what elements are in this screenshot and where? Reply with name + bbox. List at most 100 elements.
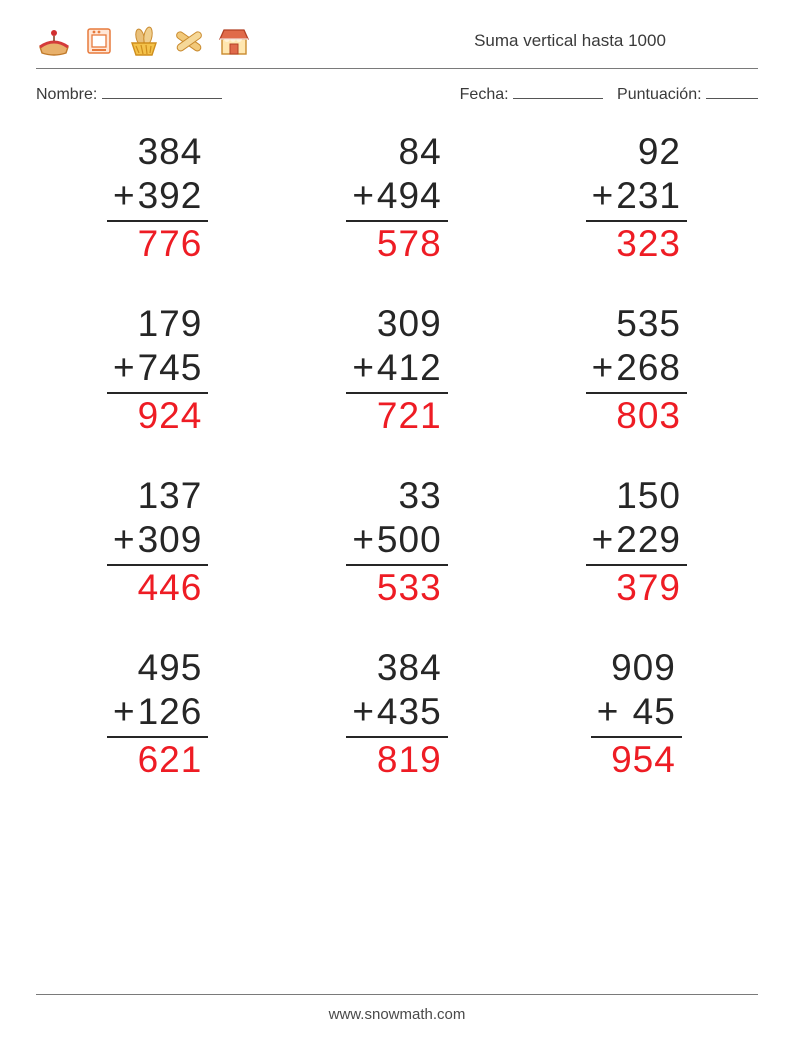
addend-bottom: + 45 [591, 690, 682, 734]
addend-bottom-value: 229 [616, 519, 681, 560]
answer: 954 [591, 738, 682, 782]
score-blank[interactable] [706, 83, 758, 99]
meta-row: Nombre: Fecha: Puntuación: [36, 83, 758, 104]
addend-bottom: +745 [107, 346, 208, 390]
addend-top: 179 [107, 302, 208, 346]
problem: 909+ 45954 [537, 646, 736, 782]
addend-bottom: +435 [346, 690, 447, 734]
answer: 819 [346, 738, 447, 782]
problem-stack: 495+126621 [107, 646, 208, 782]
answer: 446 [107, 566, 208, 610]
answer: 323 [586, 222, 687, 266]
score-field: Puntuación: [617, 83, 758, 104]
answer: 776 [107, 222, 208, 266]
addend-bottom: +268 [586, 346, 687, 390]
addend-top: 495 [107, 646, 208, 690]
operator: + [113, 347, 138, 388]
operator: + [352, 175, 377, 216]
addend-bottom: +500 [346, 518, 447, 562]
answer: 803 [586, 394, 687, 438]
operator: + [113, 175, 138, 216]
problem: 84+494578 [297, 130, 496, 266]
answer: 379 [586, 566, 687, 610]
problem-stack: 384+392776 [107, 130, 208, 266]
addend-bottom: +494 [346, 174, 447, 218]
problem-stack: 33+500533 [346, 474, 447, 610]
operator: + [352, 519, 377, 560]
answer: 924 [107, 394, 208, 438]
problem-stack: 84+494578 [346, 130, 447, 266]
addend-bottom-value: 392 [138, 175, 203, 216]
answer: 621 [107, 738, 208, 782]
problems-grid: 384+39277684+49457892+231323179+74592430… [36, 130, 758, 782]
answer: 721 [346, 394, 447, 438]
date-blank[interactable] [513, 83, 603, 99]
answer: 533 [346, 566, 447, 610]
operator: + [597, 691, 622, 732]
addend-bottom-value: 45 [621, 691, 675, 732]
addend-bottom: +126 [107, 690, 208, 734]
addend-top: 33 [346, 474, 447, 518]
addend-bottom-value: 309 [138, 519, 203, 560]
addend-top: 84 [346, 130, 447, 174]
problem: 137+309446 [58, 474, 257, 610]
addend-top: 92 [586, 130, 687, 174]
operator: + [592, 175, 617, 216]
addend-bottom-value: 494 [377, 175, 442, 216]
name-blank[interactable] [102, 83, 222, 99]
pie-icon [36, 23, 72, 59]
problem: 309+412 721 [297, 302, 496, 438]
addend-top: 909 [591, 646, 682, 690]
topbar: Suma vertical hasta 1000 [36, 18, 758, 64]
problem: 535+268803 [537, 302, 736, 438]
addend-top: 150 [586, 474, 687, 518]
addend-top: 535 [586, 302, 687, 346]
date-field: Fecha: [460, 83, 603, 104]
problem-stack: 909+ 45954 [591, 646, 682, 782]
blender-icon [81, 23, 117, 59]
bottom-rule [36, 994, 758, 995]
problem-stack: 150+229379 [586, 474, 687, 610]
addend-bottom-value: 412 [377, 347, 442, 388]
addend-bottom: +392 [107, 174, 208, 218]
problem: 92+231323 [537, 130, 736, 266]
addend-bottom-value: 231 [616, 175, 681, 216]
problem: 179+745924 [58, 302, 257, 438]
worksheet-page: Suma vertical hasta 1000 Nombre: Fecha: … [0, 0, 794, 1053]
footer-link[interactable]: www.snowmath.com [0, 1006, 794, 1023]
bread-basket-icon [126, 23, 162, 59]
addend-bottom-value: 745 [138, 347, 203, 388]
operator: + [113, 691, 138, 732]
problem: 150+229379 [537, 474, 736, 610]
name-label: Nombre: [36, 86, 97, 103]
problem-stack: 179+745924 [107, 302, 208, 438]
addend-top: 309 [346, 302, 447, 346]
addend-bottom: +309 [107, 518, 208, 562]
addend-bottom-value: 126 [138, 691, 203, 732]
problem-stack: 137+309446 [107, 474, 208, 610]
shop-icon [216, 23, 252, 59]
problem-stack: 309+412 721 [346, 302, 447, 438]
answer: 578 [346, 222, 447, 266]
date-label: Fecha: [460, 86, 509, 103]
addend-top: 137 [107, 474, 208, 518]
crossed-breadsticks-icon [171, 23, 207, 59]
operator: + [592, 347, 617, 388]
addend-bottom: +231 [586, 174, 687, 218]
operator: + [113, 519, 138, 560]
addend-bottom-value: 435 [377, 691, 442, 732]
problem: 384+435819 [297, 646, 496, 782]
problem-stack: 535+268803 [586, 302, 687, 438]
icon-row [36, 23, 252, 59]
addend-bottom-value: 500 [377, 519, 442, 560]
top-rule [36, 68, 758, 69]
problem: 33+500533 [297, 474, 496, 610]
page-title: Suma vertical hasta 1000 [252, 31, 758, 51]
operator: + [352, 347, 377, 388]
addend-bottom: +229 [586, 518, 687, 562]
addend-top: 384 [346, 646, 447, 690]
name-field: Nombre: [36, 83, 222, 104]
problem: 384+392776 [58, 130, 257, 266]
operator: + [352, 691, 377, 732]
problem: 495+126621 [58, 646, 257, 782]
